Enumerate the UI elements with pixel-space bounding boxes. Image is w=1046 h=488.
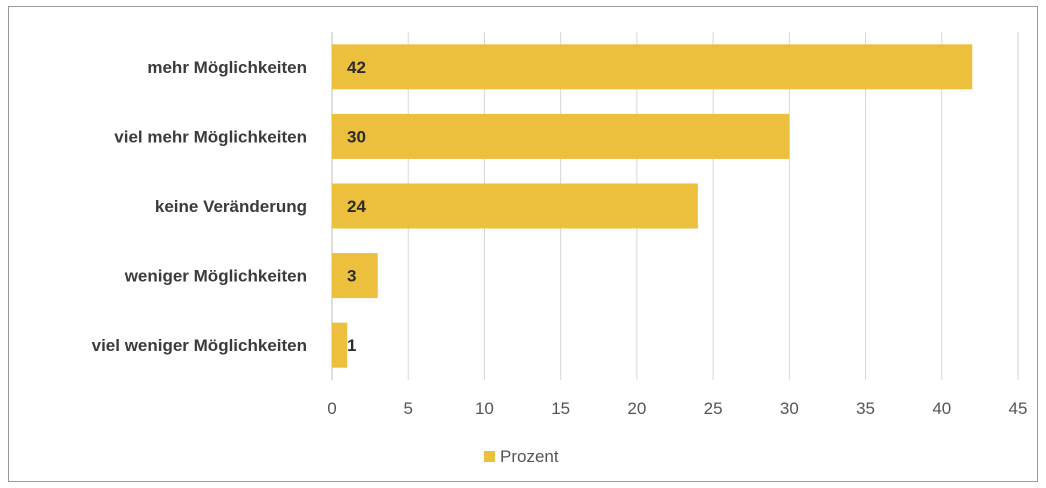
data-label-2: 24 [347, 197, 366, 216]
x-tick-label-35: 35 [856, 399, 875, 418]
category-label-2: keine Veränderung [155, 197, 307, 216]
bar-2 [332, 183, 698, 229]
data-label-1: 30 [347, 127, 366, 146]
x-tick-label-45: 45 [1009, 399, 1028, 418]
legend: Prozent [484, 447, 559, 466]
bar-4 [332, 322, 348, 368]
x-tick-labels: 0 5 10 15 20 25 30 35 40 45 [327, 399, 1027, 418]
x-tick-label-30: 30 [780, 399, 799, 418]
x-tick-label-20: 20 [627, 399, 646, 418]
data-label-3: 3 [347, 267, 356, 286]
legend-label: Prozent [500, 447, 559, 466]
x-tick-label-25: 25 [704, 399, 723, 418]
bar-3 [332, 253, 378, 299]
x-tick-label-10: 10 [475, 399, 494, 418]
data-label-4: 1 [347, 336, 356, 355]
category-label-4: viel weniger Möglichkeiten [92, 336, 307, 355]
bar-0 [332, 44, 973, 90]
category-labels: mehr Möglichkeiten viel mehr Möglichkeite… [92, 58, 307, 355]
data-label-0: 42 [347, 58, 366, 77]
x-tick-label-15: 15 [551, 399, 570, 418]
x-tick-label-5: 5 [403, 399, 412, 418]
category-label-1: viel mehr Möglichkeiten [114, 127, 307, 146]
chart-frame: 42 30 24 3 1 mehr Möglichkeiten viel mehr Mög… [8, 6, 1038, 482]
category-label-3: weniger Möglichkeiten [124, 267, 307, 286]
bar-chart: 42 30 24 3 1 mehr Möglichkeiten viel mehr Mög… [92, 32, 1027, 466]
x-tick-label-0: 0 [327, 399, 336, 418]
category-label-0: mehr Möglichkeiten [147, 58, 307, 77]
x-tick-label-40: 40 [932, 399, 951, 418]
legend-swatch [484, 451, 495, 462]
bar-1 [332, 113, 790, 159]
bars: 42 30 24 3 1 [332, 44, 973, 368]
